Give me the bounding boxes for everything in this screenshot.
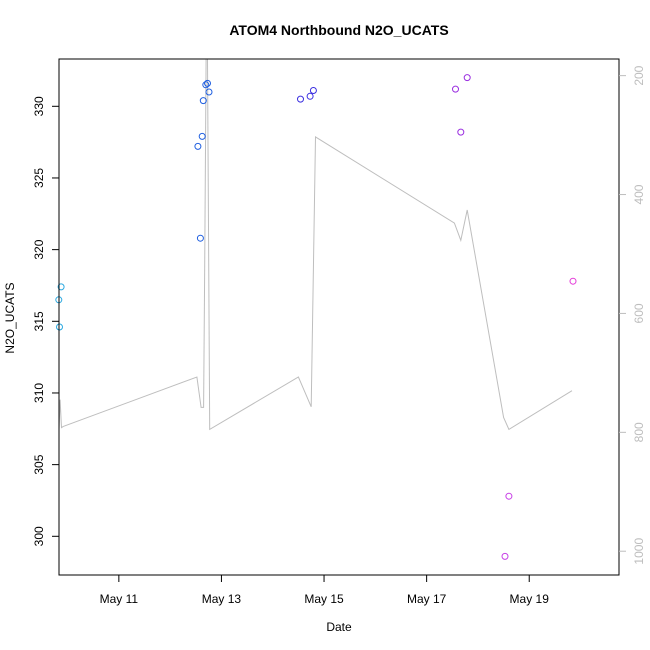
data-point (309, 87, 317, 94)
data-point (501, 552, 509, 560)
data-point (196, 234, 204, 242)
right-y-axis: 200 400 600 800 1000 (619, 65, 646, 565)
data-point (297, 95, 304, 103)
data-point (199, 97, 207, 105)
pressure-line (59, 59, 573, 431)
x-axis: May 11 May 13 May 15 May 17 May 19 (100, 575, 550, 606)
data-point (198, 132, 206, 140)
right-y-tick-label: 1000 (632, 538, 646, 565)
x-tick-label: May 19 (510, 592, 550, 606)
data-point (57, 283, 65, 291)
y-tick-label: 330 (32, 96, 46, 116)
data-point (505, 492, 513, 500)
points-layer (55, 74, 577, 560)
data-point (457, 128, 465, 136)
data-point (306, 92, 314, 100)
chart-title: ATOM4 Northbound N2O_UCATS (229, 22, 448, 38)
y-tick-label: 325 (32, 168, 46, 188)
y-tick-label: 315 (32, 311, 46, 331)
y-tick-label: 300 (32, 526, 46, 546)
x-tick-label: May 17 (407, 592, 447, 606)
x-tick-label: May 15 (304, 592, 344, 606)
y-axis: 300 305 310 315 320 325 330 (32, 96, 59, 546)
right-y-tick-label: 200 (632, 65, 646, 85)
data-point (463, 74, 471, 82)
plot-frame (58, 58, 620, 576)
data-point (205, 88, 213, 96)
right-y-tick-label: 800 (632, 422, 646, 442)
right-y-tick-label: 600 (632, 303, 646, 323)
pressure-line-layer (59, 59, 573, 431)
data-point (202, 81, 210, 89)
y-tick-label: 310 (32, 383, 46, 403)
x-tick-label: May 11 (100, 592, 139, 606)
x-axis-label: Date (326, 620, 352, 634)
data-point (569, 277, 577, 285)
right-y-tick-label: 400 (632, 184, 646, 204)
x-tick-label: May 13 (202, 592, 242, 606)
data-point (194, 142, 202, 150)
y-axis-label: N2O_UCATS (3, 282, 17, 353)
y-tick-label: 305 (32, 454, 46, 474)
y-tick-label: 320 (32, 239, 46, 259)
data-point (204, 79, 211, 87)
data-point (452, 85, 459, 93)
